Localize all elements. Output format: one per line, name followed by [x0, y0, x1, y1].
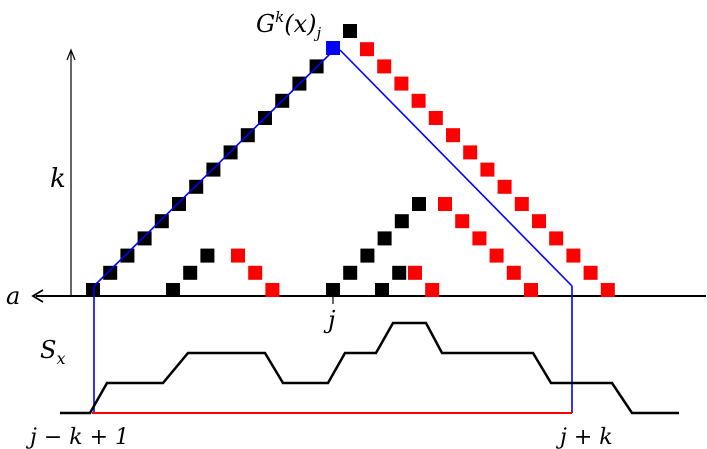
black-cell — [166, 283, 180, 297]
black-cell — [86, 283, 100, 297]
black-cell — [103, 265, 118, 280]
red-cell — [480, 162, 495, 177]
red-cell — [566, 248, 581, 263]
black-cell — [172, 197, 186, 211]
red-cell — [489, 248, 504, 263]
black-cell — [343, 24, 357, 38]
red-cell — [506, 265, 521, 280]
red-cell — [411, 93, 426, 108]
black-cell — [394, 214, 409, 229]
black-cell — [392, 265, 407, 280]
red-cell — [360, 42, 374, 57]
red-cell — [514, 197, 529, 211]
red-cell — [549, 231, 564, 246]
top-label: Gk(x)j — [256, 8, 322, 42]
black-cell — [326, 283, 340, 297]
black-cell — [183, 265, 198, 280]
arrow-up-icon — [66, 48, 76, 61]
axes — [31, 48, 706, 304]
profile-curve — [60, 321, 679, 415]
black-cells — [86, 24, 426, 297]
s-label: Sx — [40, 336, 65, 368]
red-cell — [455, 214, 470, 229]
red-cell — [408, 265, 422, 280]
red-cell — [600, 283, 615, 297]
red-cell — [425, 283, 440, 297]
black-cell — [343, 265, 358, 280]
red-cell — [248, 265, 263, 280]
black-cell — [375, 283, 389, 297]
black-cell — [137, 231, 152, 246]
red-cell — [532, 214, 546, 229]
black-cell — [412, 197, 426, 211]
black-cell — [360, 248, 375, 263]
red-cell — [524, 283, 538, 297]
red-cell — [472, 231, 487, 246]
horizontal-axis-label: a — [6, 282, 20, 310]
vertical-axis-label: k — [50, 164, 66, 194]
black-cell — [154, 214, 169, 229]
red-cell — [497, 179, 512, 194]
red-cell — [394, 76, 409, 91]
blue-cone-right-diagonal — [339, 49, 573, 287]
blue-lightcone — [93, 41, 573, 413]
blue-cell — [326, 41, 340, 55]
black-cell — [377, 231, 392, 246]
red-cell — [377, 59, 392, 74]
left-end-label: j − k + 1 — [25, 425, 129, 449]
red-cell — [438, 197, 452, 211]
black-cell — [200, 248, 215, 263]
red-cells — [231, 42, 615, 297]
right-end-label: j + k — [555, 425, 613, 449]
red-cell — [583, 265, 598, 280]
blue-cone-left-diagonal — [93, 49, 335, 287]
black-cell — [189, 179, 204, 194]
red-cell — [428, 111, 443, 125]
red-cell — [231, 248, 245, 263]
red-cell — [265, 283, 280, 297]
j-label: j — [323, 306, 336, 334]
red-cell — [463, 145, 478, 160]
arrow-left-icon — [31, 289, 44, 303]
red-cell — [446, 128, 460, 143]
black-cell — [120, 248, 135, 263]
